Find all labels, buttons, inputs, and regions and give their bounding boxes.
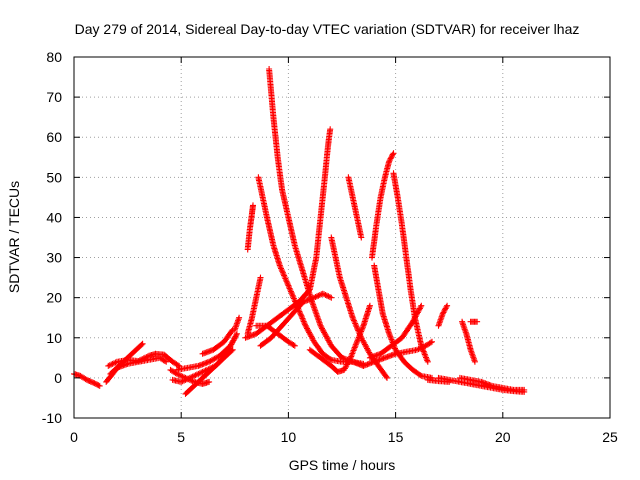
y-tick-label: 50 — [46, 169, 62, 185]
plus-marks — [366, 302, 425, 361]
plus-marks — [456, 374, 528, 393]
plus-marks — [369, 150, 397, 261]
plus-marks — [371, 262, 435, 381]
plus-marks — [105, 350, 183, 369]
axis-ticks — [73, 56, 611, 419]
x-axis-label: GPS time / hours — [289, 457, 396, 473]
plus-marks — [173, 330, 240, 373]
y-tick-label: 20 — [46, 290, 62, 306]
plus-marks — [459, 318, 478, 365]
series-arc-22 — [371, 262, 435, 381]
y-axis-label: SDTVAR / TECUs — [6, 181, 22, 293]
plus-marks — [467, 318, 481, 325]
y-tick-label: 0 — [54, 370, 62, 386]
series-arc-30 — [456, 374, 528, 393]
y-tick-label: 40 — [46, 209, 62, 225]
series-arc-21 — [369, 150, 397, 261]
y-tick-label: 70 — [46, 89, 62, 105]
series-arc-01 — [71, 370, 103, 389]
series-arc-20 — [345, 174, 365, 241]
series-arc-17 — [257, 290, 335, 349]
plus-marks — [390, 170, 431, 365]
y-tick-label: 80 — [46, 49, 62, 65]
plus-marks — [71, 370, 103, 389]
plus-marks — [306, 302, 373, 375]
plus-marks — [199, 326, 236, 357]
plus-marks — [257, 290, 335, 349]
x-tick-label: 5 — [177, 429, 185, 445]
plus-marks — [424, 376, 453, 385]
x-tick-label: 0 — [70, 429, 78, 445]
x-tick-label: 25 — [602, 429, 618, 445]
plot-frame — [73, 56, 611, 419]
y-tick-label: -10 — [42, 410, 62, 426]
plus-marks — [266, 66, 367, 367]
x-tick-label: 15 — [388, 429, 404, 445]
y-tick-labels: -10 0 10 20 30 40 50 60 70 80 — [42, 49, 62, 426]
series-arc-28 — [467, 318, 481, 325]
plus-marks — [360, 338, 435, 369]
series-arc-27 — [459, 318, 478, 365]
plus-marks — [244, 202, 256, 253]
series-arc-08 — [173, 330, 240, 373]
y-tick-label: 30 — [46, 250, 62, 266]
series-arc-11 — [244, 202, 256, 253]
grid — [74, 57, 610, 418]
series-arc-26 — [435, 302, 451, 329]
y-tick-label: 10 — [46, 330, 62, 346]
series-arc-31 — [424, 376, 453, 385]
series-arc-10 — [231, 314, 243, 333]
series-arc-23 — [390, 170, 431, 365]
x-tick-label: 10 — [281, 429, 297, 445]
x-tick-label: 20 — [495, 429, 511, 445]
series-arc-14 — [266, 66, 367, 367]
plus-marks — [435, 302, 451, 329]
series-arc-24 — [360, 338, 435, 369]
x-tick-labels: 0 5 10 15 20 25 — [70, 429, 618, 445]
plus-marks — [231, 314, 243, 333]
series-arc-09 — [199, 326, 236, 357]
y-tick-label: 60 — [46, 129, 62, 145]
series-arc-25 — [366, 302, 425, 361]
chart-title: Day 279 of 2014, Sidereal Day-to-day VTE… — [75, 21, 580, 37]
series-arc-04 — [105, 350, 183, 369]
series-arc-19 — [306, 302, 373, 375]
plus-marks — [345, 174, 365, 241]
data-marks — [71, 66, 528, 397]
